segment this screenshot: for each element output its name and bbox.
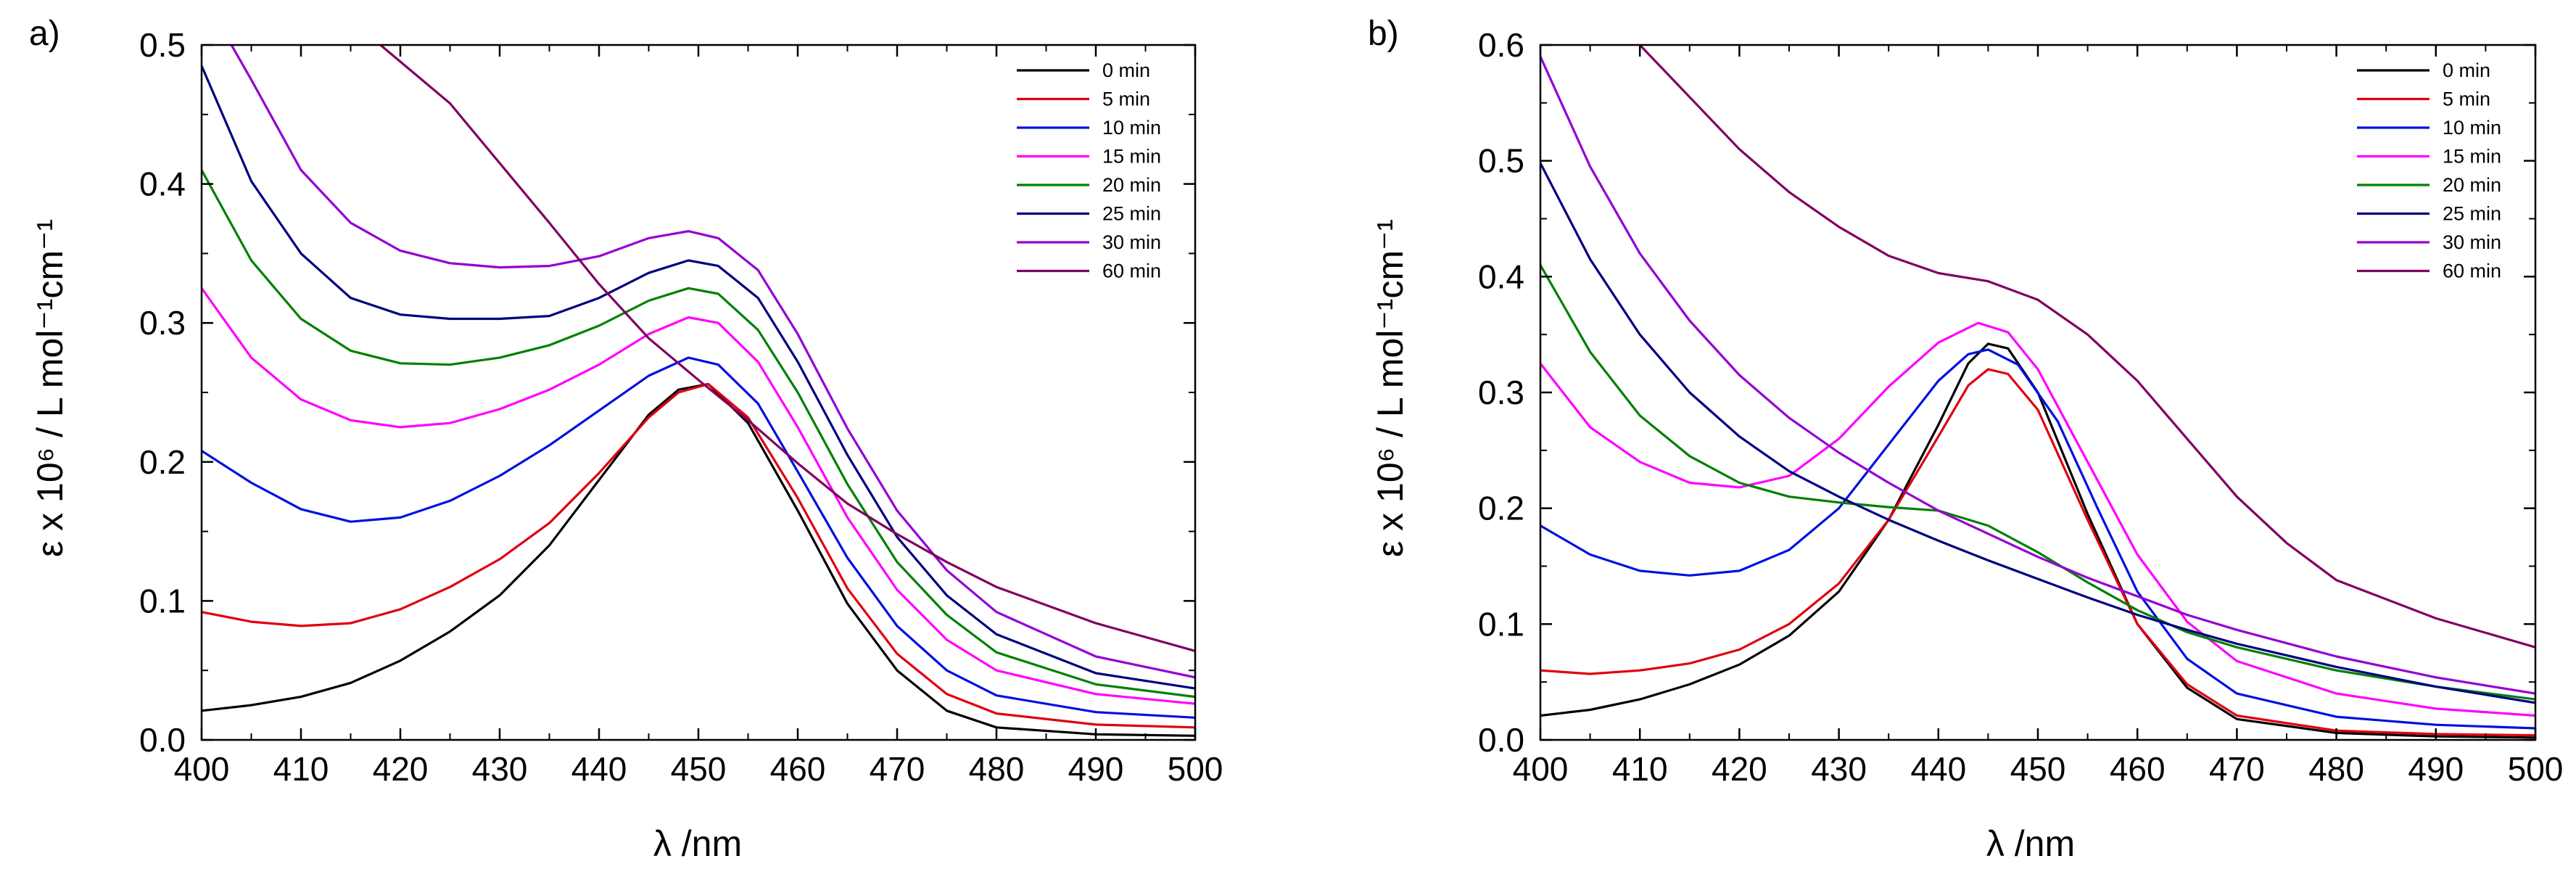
panel-a-x-axis-label: λ /nm xyxy=(653,823,742,864)
panel-a-legend-label: 25 min xyxy=(1102,203,1161,225)
panel-b-x-axis-label: λ /nm xyxy=(1986,823,2075,864)
panel-b-x-tick-label: 400 xyxy=(1513,750,1569,788)
panel-a-x-tick-label: 470 xyxy=(870,750,925,788)
panel-b-legend-label: 10 min xyxy=(2443,117,2501,139)
panel-a-legend-label: 0 min xyxy=(1102,59,1150,81)
panel-a-series-line-30-min xyxy=(230,45,1195,679)
panel-b-y-tick-label: 0.5 xyxy=(1478,142,1524,180)
panel-a-x-tick-label: 450 xyxy=(671,750,727,788)
panel-b-x-tick-label: 430 xyxy=(1811,750,1867,788)
panel-a-series-line-10-min xyxy=(202,356,1195,719)
panel-a-y-tick-label: 0.2 xyxy=(139,443,186,481)
panel-b-x-tick-label: 410 xyxy=(1612,750,1668,788)
panel-b-legend-label: 15 min xyxy=(2443,146,2501,168)
panel-b-series-line-5-min xyxy=(1540,368,2535,737)
panel-a-legend-label: 60 min xyxy=(1102,260,1161,282)
panel-b-legend-label: 25 min xyxy=(2443,203,2501,225)
panel-a-x-tick-label: 410 xyxy=(273,750,329,788)
panel-a-series-line-15-min xyxy=(202,287,1195,705)
panel-a-series-line-60-min xyxy=(379,45,1195,652)
panel-b-y-tick-label: 0.4 xyxy=(1478,258,1524,295)
panel-b-label: b) xyxy=(1368,15,1399,53)
panel-b-x-tick-label: 440 xyxy=(1910,750,1966,788)
panel-b-series-line-30-min xyxy=(1540,56,2535,695)
panel-a-series-line-25-min xyxy=(202,65,1195,690)
panel-a-x-tick-label: 490 xyxy=(1068,750,1124,788)
panel-a-x-tick-label: 440 xyxy=(571,750,627,788)
panel-b-series-line-10-min xyxy=(1540,348,2535,730)
panel-a-x-tick-label: 500 xyxy=(1168,750,1223,788)
panel-a-y-tick-label: 0.1 xyxy=(139,582,186,619)
panel-b-legend-label: 60 min xyxy=(2443,260,2501,282)
panel-a-series-line-0-min xyxy=(202,382,1195,737)
panel-b-legend: 0 min 5 min 10 min 15 min 20 min 25 min 30 min… xyxy=(2357,59,2501,282)
panel-b-y-tick-label: 0.2 xyxy=(1478,490,1524,527)
panel-b-series-group xyxy=(1540,45,2535,739)
panel-a-y-tick-label: 0.3 xyxy=(139,304,186,342)
panel-b-x-tick-label: 500 xyxy=(2508,750,2564,788)
panel-b-y-tick-label: 0.0 xyxy=(1478,721,1524,759)
panel-b-series-line-0-min xyxy=(1540,342,2535,739)
panel-a-y-tick-label: 0.5 xyxy=(139,26,186,64)
panel-a-legend-label: 20 min xyxy=(1102,174,1161,196)
panel-b-x-tick-label: 450 xyxy=(2010,750,2066,788)
panel-b-x-tick-label: 490 xyxy=(2408,750,2464,788)
panel-b-series-line-15-min xyxy=(1540,321,2535,717)
panel-a-series-group xyxy=(202,45,1195,737)
panel-a-legend-label: 15 min xyxy=(1102,146,1161,168)
panel-a-x-tick-label: 400 xyxy=(174,750,230,788)
panel-b-y-tick-label: 0.3 xyxy=(1478,374,1524,411)
panel-b-x-tick-label: 470 xyxy=(2209,750,2265,788)
panel-a-legend-label: 5 min xyxy=(1102,88,1150,110)
panel-a-legend-label: 10 min xyxy=(1102,117,1161,139)
panel-a-y-tick-label: 0.0 xyxy=(139,721,186,759)
panel-a-x-tick-label: 480 xyxy=(969,750,1025,788)
panel-a-legend-label: 30 min xyxy=(1102,231,1161,253)
panel-a-series-line-5-min xyxy=(202,382,1195,729)
panel-b-y-tick-label: 0.6 xyxy=(1478,26,1524,64)
panel-b-x-tick-label: 420 xyxy=(1712,750,1767,788)
panel-a-plot-frame xyxy=(200,44,1197,741)
panel-b-series-line-25-min xyxy=(1540,162,2535,704)
panel-a: a) λ /nm ε x 10⁶ / L mol⁻¹cm⁻¹ 400 410 420… xyxy=(29,15,1223,864)
panel-b-legend-label: 0 min xyxy=(2443,59,2490,81)
panel-a-x-tick-label: 430 xyxy=(472,750,528,788)
panel-a-x-tick-label: 460 xyxy=(770,750,826,788)
panel-b-series-line-20-min xyxy=(1540,264,2535,701)
panel-b-y-tick-label: 0.1 xyxy=(1478,605,1524,643)
panel-a-legend: 0 min 5 min 10 min 15 min 20 min 25 min 30 min… xyxy=(1017,59,1161,282)
panel-a-y-tick-label: 0.4 xyxy=(139,165,186,203)
panel-a-series-line-20-min xyxy=(202,169,1195,699)
panel-b-legend-label: 5 min xyxy=(2443,88,2490,110)
panel-a-y-axis-label: ε x 10⁶ / L mol⁻¹cm⁻¹ xyxy=(30,219,70,557)
panel-b-legend-label: 30 min xyxy=(2443,231,2501,253)
panel-b-legend-label: 20 min xyxy=(2443,174,2501,196)
panel-b-x-tick-label: 480 xyxy=(2308,750,2364,788)
panel-b: b) λ /nm ε x 10⁶ / L mol⁻¹cm⁻¹ 400 410 420… xyxy=(1368,15,2563,864)
panel-b-series-line-60-min xyxy=(1639,45,2535,649)
panel-b-x-tick-label: 460 xyxy=(2110,750,2166,788)
panel-a-label: a) xyxy=(29,15,60,53)
panel-a-x-tick-label: 420 xyxy=(373,750,429,788)
panel-b-y-axis-label: ε x 10⁶ / L mol⁻¹cm⁻¹ xyxy=(1370,219,1411,557)
